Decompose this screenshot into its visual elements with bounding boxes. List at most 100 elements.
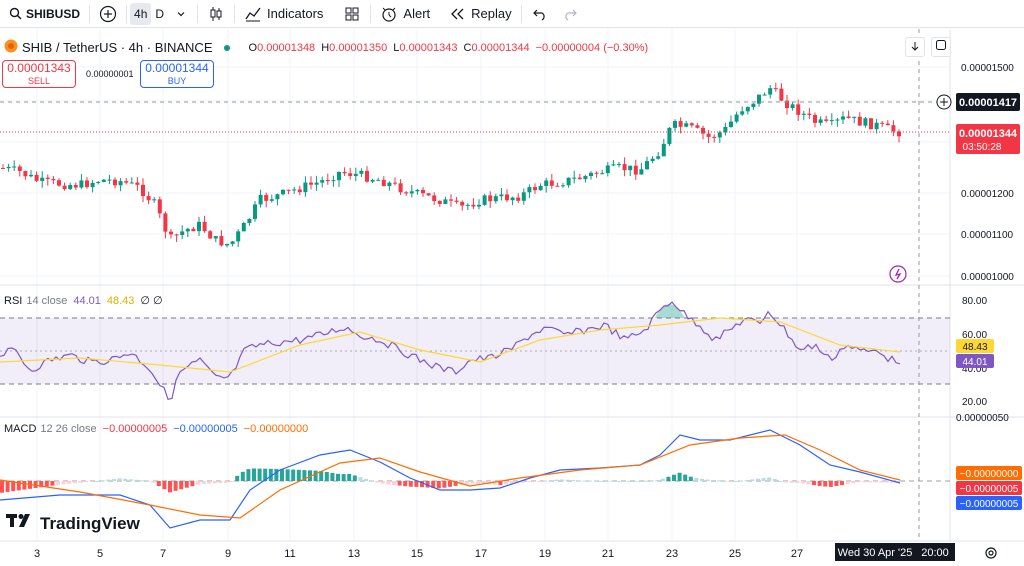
candle-body	[801, 113, 806, 115]
macd-histogram-bar	[492, 481, 497, 485]
macd-series	[0, 429, 901, 529]
chart-canvas[interactable]: 0.00001500 0.00001200 0.00001100 0.00001000…	[0, 29, 1024, 566]
candle-body	[432, 195, 437, 201]
undo-button[interactable]	[525, 0, 555, 28]
candle-body	[281, 189, 285, 195]
macd-histogram-bar	[890, 481, 895, 483]
candle-body	[437, 200, 442, 204]
candle-body	[734, 114, 739, 122]
candle-body	[673, 121, 677, 128]
macd-histogram-bar	[123, 478, 128, 481]
rsi-legend[interactable]: RSI 14 close 44.01 48.43 ∅ ∅	[4, 294, 163, 308]
macd-histogram-bar	[711, 479, 716, 481]
interval-d-button[interactable]: D	[151, 0, 168, 28]
macd-histogram-bar	[571, 480, 576, 482]
candle-body	[236, 231, 241, 242]
rsi-tick: 60.00	[962, 330, 987, 341]
macd-histogram-bar	[442, 481, 447, 488]
interval-dropdown[interactable]	[168, 0, 194, 28]
macd-histogram-bar	[257, 468, 262, 481]
candle-body	[253, 204, 257, 219]
candle-body	[152, 199, 157, 201]
undo-icon	[531, 5, 549, 23]
macd-histogram-bar	[655, 479, 660, 481]
grid-icon	[343, 5, 361, 23]
macd-histogram-bar	[476, 481, 480, 484]
candle-body	[113, 179, 117, 186]
buy-button[interactable]: 0.00001344 BUY	[140, 60, 214, 88]
candle-body	[667, 127, 672, 144]
candle-body	[757, 94, 761, 104]
macd-histogram-bar	[224, 481, 228, 483]
tradingview-logo[interactable]: TradingView	[6, 513, 140, 534]
macd-hist-badge-text: −0.00000005	[960, 484, 1019, 495]
candle-body	[454, 200, 459, 202]
candle-body	[51, 178, 56, 181]
macd-histogram-bar	[84, 481, 88, 483]
symbol-title[interactable]: SHIB / TetherUS · 4h · BINANCE	[22, 40, 213, 55]
scroll-down-button[interactable]	[905, 37, 925, 57]
macd-histogram-bar	[229, 481, 234, 482]
interval-4h-button[interactable]: 4h	[130, 2, 152, 25]
candle-body	[740, 111, 745, 115]
sell-button[interactable]: 0.00001343 SELL	[2, 60, 76, 88]
macd-histogram-bar	[319, 471, 324, 481]
macd-histogram-bar	[856, 481, 861, 483]
macd-histogram-bar	[184, 481, 189, 488]
candle-body	[471, 204, 476, 207]
macd-histogram-bar	[627, 480, 632, 482]
macd-histogram-bar	[352, 475, 357, 481]
lightning-icon[interactable]	[889, 265, 907, 283]
templates-button[interactable]	[337, 0, 367, 28]
macd-legend[interactable]: MACD 12 26 close −0.00000005 −0.00000005…	[4, 423, 308, 435]
candle-body	[712, 136, 717, 138]
macd-histogram-bar	[873, 481, 878, 483]
candle-body	[600, 173, 605, 175]
candle-body	[807, 113, 812, 115]
candle-body	[706, 133, 711, 137]
candle-body	[846, 116, 851, 118]
plus-circle-icon	[99, 5, 117, 23]
macd-histogram-bar	[218, 481, 223, 484]
crosshair-add-button[interactable]	[936, 94, 952, 110]
settings-gear-icon[interactable]	[985, 547, 997, 559]
replay-label: Replay	[471, 6, 512, 21]
redo-button[interactable]	[555, 0, 585, 28]
macd-histogram-bar	[464, 481, 469, 484]
macd-histogram-bar	[431, 481, 436, 488]
time-tick: 25	[729, 548, 741, 560]
alert-button[interactable]: Alert	[374, 0, 436, 28]
macd-histogram-bar	[414, 481, 419, 487]
time-tick: 13	[348, 548, 360, 560]
macd-histogram-bar	[302, 470, 307, 481]
price-tick: 0.00001500	[961, 63, 1014, 74]
candle-body	[269, 199, 274, 201]
macd-name: MACD	[4, 423, 37, 435]
indicators-button[interactable]: Indicators	[238, 0, 329, 28]
macd-histogram-bar	[812, 481, 816, 486]
macd-histogram-bar	[789, 481, 794, 483]
candle-body	[197, 221, 201, 232]
price-axis[interactable]: 0.00001500 0.00001200 0.00001100 0.00001000	[961, 63, 1014, 283]
candle-body	[729, 121, 733, 128]
fullscreen-button[interactable]	[931, 37, 951, 57]
macd-histogram-bar	[168, 481, 172, 493]
macd-histogram-bar	[632, 480, 637, 482]
candle-body	[577, 177, 582, 180]
spread-value: 0.00000001	[86, 69, 134, 79]
candle-body	[331, 180, 336, 182]
chart-type-button[interactable]	[201, 0, 231, 28]
alert-label: Alert	[403, 6, 431, 21]
interval-4h-label: 4h	[134, 6, 148, 21]
compare-button[interactable]	[93, 0, 123, 28]
macd-legend-macd: −0.00000005	[173, 423, 238, 435]
replay-button[interactable]: Replay	[442, 0, 517, 28]
candle-body	[661, 143, 666, 157]
time-axis[interactable]: 3 5 7 9 11 13 15 17 19 21 23 25 27	[34, 548, 803, 560]
macd-histogram-bar	[39, 481, 44, 488]
macd-histogram-bar	[868, 481, 872, 483]
candle-body	[90, 182, 95, 188]
symbol-search[interactable]: SHIBUSD	[0, 0, 86, 28]
candle-body	[213, 236, 218, 239]
macd-histogram-bar	[644, 480, 648, 482]
